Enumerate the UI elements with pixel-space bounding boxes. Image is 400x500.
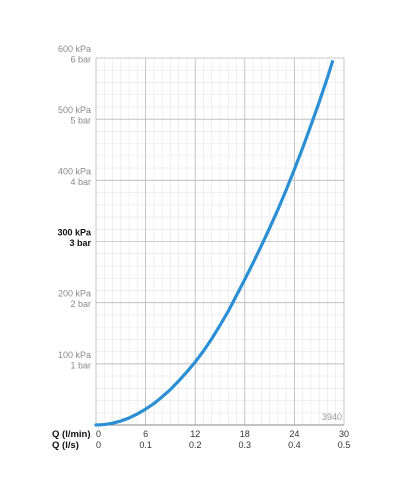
y-tick-label-kpa: 300 kPa — [57, 228, 92, 238]
x-tick-label: 0.5 — [338, 440, 351, 450]
y-tick-label-bar: 5 bar — [70, 116, 91, 126]
x-tick-label: 30 — [339, 429, 349, 439]
x-tick-label: 0.2 — [189, 440, 202, 450]
pressure-loss-curve — [94, 60, 335, 427]
y-tick-label-bar: 6 bar — [70, 55, 91, 65]
x-axis-label-lmin: Q (l/min) — [52, 429, 91, 440]
y-tick-label-kpa: 200 kPa — [58, 289, 91, 299]
x-tick-label: 0.3 — [239, 440, 252, 450]
x-tick-label: 24 — [289, 429, 299, 439]
x-tick-label: 12 — [190, 429, 200, 439]
x-axis-tick-labels: 0 6 12 18 24 30 0 0.1 0.2 0.3 0.4 0.5 — [96, 429, 350, 450]
x-tick-label: 0.1 — [139, 440, 152, 450]
chart-code-label: 3940 — [322, 412, 342, 422]
major-grid — [95, 57, 345, 426]
y-tick-label-kpa: 100 kPa — [58, 350, 91, 360]
y-tick-label-bar: 2 bar — [70, 299, 91, 309]
y-tick-label-kpa: 600 kPa — [58, 44, 91, 54]
x-tick-label: 0 — [96, 429, 101, 439]
y-tick-label-bar: 4 bar — [70, 177, 91, 187]
y-tick-label-bar: 1 bar — [70, 360, 91, 370]
series-layer — [94, 60, 335, 427]
x-tick-label: 0.4 — [288, 440, 301, 450]
y-tick-label-kpa: 400 kPa — [58, 166, 91, 176]
x-tick-label: 0 — [96, 440, 101, 450]
x-axis-label-ls: Q (l/s) — [52, 440, 79, 451]
x-tick-label: 6 — [143, 429, 148, 439]
y-tick-label-kpa: 500 kPa — [58, 105, 91, 115]
x-tick-label: 18 — [240, 429, 250, 439]
y-tick-label-bar: 3 bar — [69, 238, 91, 248]
